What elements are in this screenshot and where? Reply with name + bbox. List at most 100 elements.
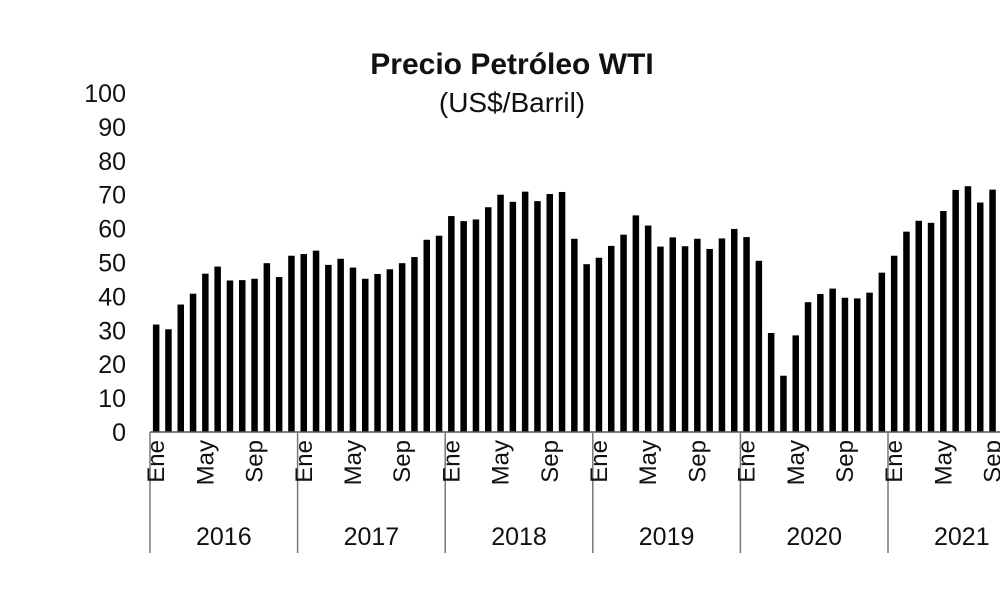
bar bbox=[632, 215, 640, 432]
bar bbox=[829, 288, 836, 432]
year-label: 2017 bbox=[344, 523, 400, 551]
bar bbox=[706, 248, 713, 432]
bar bbox=[189, 293, 197, 432]
x-axis-month-labels: Ene May Sep Ene May Sep Ene May Sep Ene May Sep Ene M… bbox=[143, 440, 1000, 485]
bar bbox=[226, 280, 234, 432]
chart-subtitle: (US$/Barril) bbox=[439, 87, 585, 118]
bar bbox=[952, 189, 959, 432]
bar bbox=[202, 273, 209, 432]
x-tick-label: May bbox=[783, 440, 810, 485]
x-tick-label: Ene bbox=[734, 440, 761, 483]
x-tick-label: May bbox=[635, 440, 662, 485]
y-tick-label: 20 bbox=[98, 351, 126, 379]
x-tick-label: Ene bbox=[881, 440, 908, 483]
bar bbox=[571, 238, 578, 432]
bar bbox=[669, 237, 676, 432]
x-tick-label: Sep bbox=[242, 440, 269, 483]
bar bbox=[177, 304, 184, 432]
bar bbox=[214, 266, 221, 432]
x-tick-label: Sep bbox=[832, 440, 859, 483]
bar bbox=[903, 231, 910, 432]
y-tick-label: 90 bbox=[98, 114, 126, 142]
bar bbox=[374, 274, 381, 432]
bar bbox=[275, 277, 283, 432]
x-tick-label: Sep bbox=[389, 440, 416, 483]
x-tick-label: Sep bbox=[980, 440, 1000, 483]
bar bbox=[485, 207, 492, 432]
bar bbox=[558, 191, 566, 432]
x-tick-label: May bbox=[488, 440, 515, 485]
year-label: 2021 bbox=[934, 523, 990, 551]
y-tick-label: 10 bbox=[98, 385, 126, 413]
bar bbox=[854, 298, 861, 432]
y-tick-label: 60 bbox=[98, 216, 126, 244]
year-label: 2016 bbox=[196, 523, 252, 551]
bar bbox=[398, 263, 406, 432]
year-label: 2018 bbox=[491, 523, 547, 551]
bar bbox=[337, 258, 344, 432]
bar bbox=[435, 235, 443, 432]
bar bbox=[239, 280, 246, 432]
bar bbox=[681, 246, 689, 432]
bar bbox=[940, 210, 947, 432]
y-tick-label: 100 bbox=[84, 80, 126, 108]
bar bbox=[423, 239, 430, 432]
bar bbox=[792, 335, 799, 432]
year-separators bbox=[149, 432, 889, 553]
bar bbox=[386, 269, 394, 432]
bar bbox=[288, 255, 295, 432]
bar bbox=[731, 228, 738, 432]
bar bbox=[608, 245, 615, 432]
bar bbox=[657, 246, 664, 432]
x-tick-label: May bbox=[340, 440, 367, 485]
bar bbox=[977, 202, 984, 432]
y-tick-label: 70 bbox=[98, 182, 126, 210]
bar bbox=[620, 234, 627, 432]
bar bbox=[300, 254, 307, 432]
bar bbox=[866, 292, 873, 432]
bar bbox=[448, 216, 455, 432]
bar-series bbox=[152, 186, 996, 432]
bar bbox=[152, 324, 160, 432]
y-tick-label: 50 bbox=[98, 250, 126, 278]
bar bbox=[780, 375, 787, 432]
bar bbox=[878, 272, 886, 432]
bar bbox=[841, 297, 849, 432]
chart-title: Precio Petróleo WTI bbox=[370, 48, 653, 81]
x-tick-label: May bbox=[930, 440, 957, 485]
bar bbox=[521, 191, 529, 432]
bar bbox=[472, 219, 480, 432]
bar bbox=[755, 260, 763, 432]
x-tick-label: Ene bbox=[291, 440, 318, 483]
bar bbox=[509, 201, 517, 432]
bar bbox=[411, 257, 418, 432]
bar bbox=[927, 222, 935, 432]
bar bbox=[349, 267, 357, 432]
x-tick-label: May bbox=[192, 440, 219, 485]
bar bbox=[251, 278, 258, 432]
y-tick-label: 30 bbox=[98, 317, 126, 345]
bar bbox=[644, 225, 652, 432]
bar bbox=[718, 238, 726, 432]
x-tick-label: Ene bbox=[586, 440, 613, 483]
bar bbox=[534, 201, 541, 432]
bar bbox=[804, 302, 812, 432]
x-tick-label: Sep bbox=[684, 440, 711, 483]
bar bbox=[743, 237, 750, 432]
bar bbox=[915, 220, 922, 432]
y-axis-ticks: 0 10 20 30 40 50 60 70 80 90 100 bbox=[84, 80, 126, 447]
bar bbox=[312, 250, 320, 432]
y-tick-label: 40 bbox=[98, 283, 126, 311]
bar bbox=[263, 263, 271, 432]
bar bbox=[964, 186, 972, 432]
bar bbox=[497, 194, 504, 432]
bar bbox=[546, 194, 553, 432]
bar bbox=[989, 189, 996, 432]
bar bbox=[767, 333, 775, 432]
year-label: 2019 bbox=[639, 523, 695, 551]
bar bbox=[595, 257, 603, 432]
year-label: 2020 bbox=[786, 523, 842, 551]
bar bbox=[817, 294, 824, 432]
